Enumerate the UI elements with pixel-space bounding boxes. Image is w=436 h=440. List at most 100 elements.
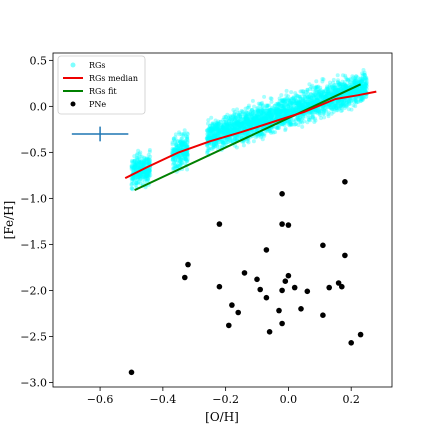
rgs-point — [185, 144, 190, 148]
rgs-point — [144, 160, 149, 165]
rgs-point — [132, 174, 137, 179]
rgs-point — [136, 160, 141, 165]
y-axis-label: [Fe/H] — [2, 201, 16, 240]
rgs-point — [138, 160, 143, 165]
rgs-point — [176, 153, 181, 158]
rgs-point — [179, 136, 184, 141]
rgs-point — [297, 95, 302, 100]
rgs-point — [230, 135, 235, 140]
rgs-point — [352, 89, 357, 94]
rgs-point — [170, 157, 175, 162]
rgs-point — [147, 159, 152, 164]
rgs-point — [229, 121, 234, 126]
rgs-point — [179, 141, 184, 146]
rgs-point — [177, 154, 182, 159]
rgs-point — [237, 120, 242, 125]
rgs-point — [178, 162, 183, 167]
rgs-point — [133, 167, 138, 172]
rgs-point — [268, 96, 273, 101]
rgs-point — [183, 156, 188, 161]
rgs-point — [147, 168, 152, 172]
rgs-point — [133, 165, 138, 170]
rgs-point — [177, 130, 181, 135]
pne-point — [298, 306, 304, 312]
legend-label: RGs median — [89, 74, 138, 83]
rgs-point — [185, 153, 190, 158]
rgs-point — [343, 85, 348, 90]
rgs-point — [226, 119, 231, 124]
rgs-point — [249, 108, 254, 113]
rgs-point — [142, 161, 147, 166]
rgs-point — [172, 166, 177, 171]
rgs-point — [135, 175, 140, 180]
rgs-point — [146, 169, 151, 174]
rgs-point — [207, 130, 212, 135]
rgs-point — [242, 119, 247, 124]
rgs-point — [184, 137, 189, 142]
rgs-point — [185, 135, 190, 140]
rgs-point — [262, 115, 267, 120]
rgs-point — [254, 118, 259, 123]
rgs-point — [134, 155, 139, 160]
rgs-point — [177, 155, 182, 160]
rgs-point — [131, 169, 136, 173]
rgs-point — [138, 150, 143, 155]
rgs-point — [243, 115, 248, 120]
rgs-point — [352, 78, 357, 83]
rgs-point — [134, 161, 139, 166]
rgs-point — [185, 138, 190, 143]
rgs-point — [326, 102, 331, 107]
rgs-point — [135, 157, 140, 162]
legend-label: RGs fit — [89, 87, 117, 96]
rgs-point — [181, 151, 186, 156]
pne-point — [357, 331, 364, 338]
rgs-point — [313, 95, 318, 100]
rgs-point — [171, 148, 176, 153]
rgs-point — [148, 173, 153, 178]
rgs-point — [137, 161, 142, 166]
rgs-point — [130, 159, 135, 164]
rgs-point — [284, 88, 289, 93]
rgs-point — [274, 111, 278, 116]
rgs-point — [142, 156, 147, 161]
rgs-point — [147, 148, 152, 152]
rgs-point — [311, 116, 316, 121]
rgs-point — [361, 84, 366, 89]
rgs-point — [139, 159, 144, 164]
pne-point — [342, 179, 348, 185]
rgs-point — [146, 167, 151, 172]
rgs-point — [182, 144, 187, 149]
rgs-point — [350, 91, 355, 96]
rgs-point — [146, 158, 151, 162]
rgs-point — [179, 142, 183, 147]
rgs-point — [179, 143, 184, 148]
rgs-point — [280, 104, 285, 108]
errorbar-layer — [71, 126, 129, 142]
rgs-point — [146, 174, 150, 179]
rgs-point — [137, 172, 142, 177]
rgs-point — [129, 186, 134, 191]
rgs-point — [257, 112, 262, 117]
y-tick-label: 0.5 — [30, 54, 48, 67]
rgs-point — [362, 70, 367, 75]
x-tick-label: −0.6 — [87, 393, 114, 406]
rgs-point — [244, 109, 248, 114]
rgs-point — [139, 161, 144, 166]
rgs-point — [258, 121, 263, 126]
rgs-point — [139, 178, 144, 183]
rgs-point — [185, 152, 190, 157]
legend: RGs RGs median RGs fit PNe — [57, 55, 146, 115]
rgs-point — [174, 142, 179, 147]
rgs-point — [321, 93, 326, 98]
rgs-point — [341, 103, 346, 108]
rgs-point — [179, 132, 184, 137]
rgs-point — [141, 163, 145, 168]
rgs-point — [134, 181, 139, 186]
pne-point — [335, 280, 342, 286]
rgs-point — [183, 152, 188, 157]
rgs-point — [348, 91, 353, 96]
rgs-point — [181, 157, 186, 162]
rgs-point — [181, 133, 186, 138]
rgs-point — [218, 131, 223, 136]
